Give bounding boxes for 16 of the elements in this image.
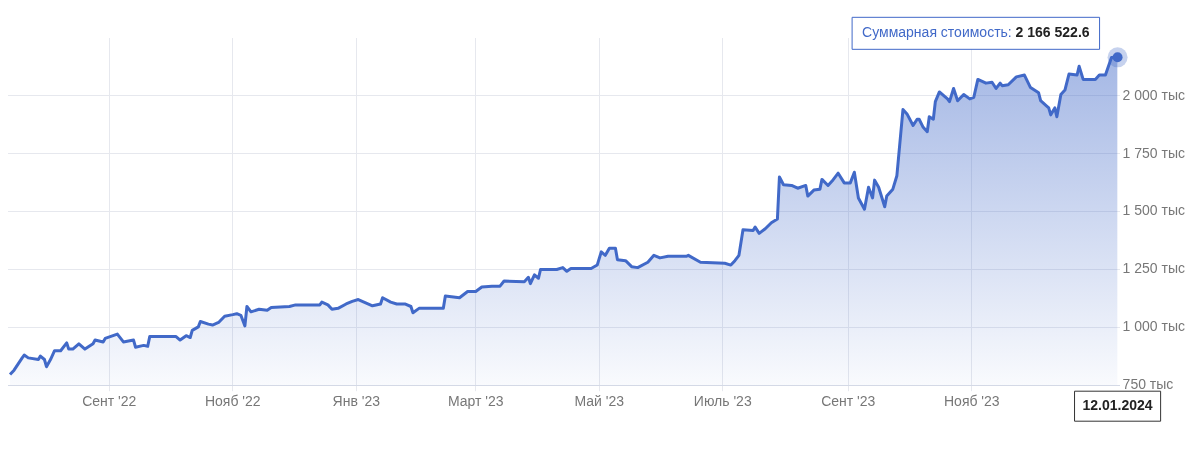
x-tick-label: Нояб '23 [943, 393, 1000, 410]
y-tick-label: 1 750 тыс [1122, 144, 1186, 161]
x-tick-label: Май '23 [574, 393, 625, 410]
x-tick-label: Июль '23 [693, 393, 752, 410]
text: 12.01.2024 [1082, 397, 1153, 414]
x-tick-label: Сент '22 [82, 393, 137, 410]
annotation: Суммарная стоимость: 2 166 522.6 [862, 24, 1090, 41]
x-tick-label: Март '23 [447, 393, 504, 410]
y-tick-label: 1 250 тыс [1122, 260, 1186, 277]
x-tick-label: Янв '23 [332, 393, 381, 410]
y-tick-label: 2 000 тыс [1122, 86, 1186, 103]
y-tick-label: 750 тыс [1122, 376, 1174, 393]
y-tick-label: 1 500 тыс [1122, 202, 1186, 219]
x-tick-label: Сент '23 [821, 393, 876, 410]
x-tick-label: Нояб '22 [204, 393, 261, 410]
y-tick-label: 1 000 тыс [1122, 318, 1186, 335]
